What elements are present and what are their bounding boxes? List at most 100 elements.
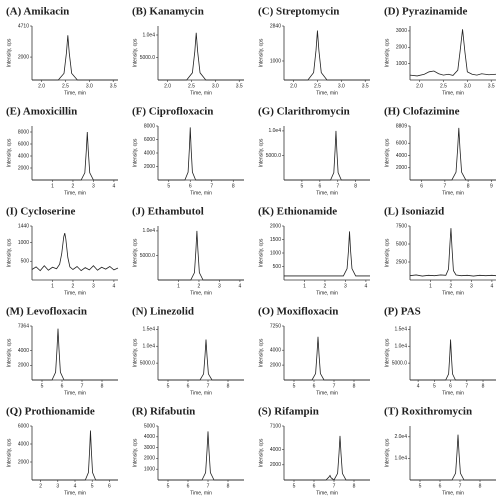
x-tick-label: 4 bbox=[239, 283, 242, 289]
x-axis-label: Time, min bbox=[64, 290, 86, 296]
x-tick-label: 1 bbox=[51, 283, 54, 289]
x-tick-label: 2.0 bbox=[290, 83, 297, 89]
x-tick-label: 4 bbox=[491, 283, 494, 289]
y-tick-label: 1.0e4 bbox=[394, 344, 407, 350]
y-axis-label: Intensity, cps bbox=[6, 338, 12, 367]
panel-title: (C) Streptomycin bbox=[258, 6, 339, 18]
y-tick-label: 3000 bbox=[144, 445, 155, 451]
y-tick-label: 1000 bbox=[396, 61, 407, 67]
y-tick-label: 1000 bbox=[144, 467, 155, 473]
panel-title: (N) Linezolid bbox=[132, 306, 194, 318]
y-tick-label: 8000 bbox=[144, 123, 155, 129]
y-tick-label: 2000 bbox=[18, 54, 29, 60]
y-tick-label: 4000 bbox=[144, 150, 155, 156]
x-tick-label: 6 bbox=[108, 483, 111, 489]
x-tick-label: 3.5 bbox=[110, 83, 117, 89]
x-axis-label: Time, min bbox=[442, 90, 464, 96]
x-axis-label: Time, min bbox=[316, 490, 338, 496]
x-tick-label: 5 bbox=[419, 483, 422, 489]
y-axis-label: Intensity, cps bbox=[384, 238, 390, 267]
y-tick-label: 8000 bbox=[18, 129, 29, 135]
x-tick-label: 8 bbox=[482, 383, 485, 389]
y-tick-label: 2000 bbox=[270, 223, 281, 229]
y-tick-label: 5000 bbox=[396, 241, 407, 247]
x-tick-label: 2 bbox=[450, 283, 453, 289]
x-tick-label: 6 bbox=[189, 183, 192, 189]
y-tick-label: 7250 bbox=[270, 323, 281, 329]
chromatogram-line bbox=[158, 431, 244, 481]
x-axis-label: Time, min bbox=[442, 190, 464, 196]
panel-title: (H) Clofazimine bbox=[384, 106, 460, 118]
chromatogram-line bbox=[32, 328, 118, 381]
y-tick-label: 1.5e4 bbox=[142, 327, 155, 333]
y-tick-label: 2840 bbox=[270, 23, 281, 29]
x-axis-label: Time, min bbox=[64, 190, 86, 196]
y-axis-label: Intensity, cps bbox=[6, 238, 12, 267]
x-tick-label: 6 bbox=[187, 483, 190, 489]
y-tick-label: 1.0e4 bbox=[142, 344, 155, 350]
x-axis-label: Time, min bbox=[64, 390, 86, 396]
y-axis-label: Intensity, cps bbox=[384, 438, 390, 467]
x-tick-label: 1 bbox=[303, 283, 306, 289]
chromatogram-line bbox=[284, 435, 370, 481]
x-tick-label: 3.5 bbox=[488, 83, 495, 89]
y-tick-label: 1.0e4 bbox=[268, 128, 281, 134]
x-tick-label: 3.0 bbox=[86, 83, 93, 89]
y-tick-label: 6000 bbox=[18, 423, 29, 429]
panel-title: (J) Ethambutol bbox=[132, 206, 204, 218]
chromatogram-line bbox=[31, 233, 119, 272]
x-tick-label: 7 bbox=[333, 383, 336, 389]
x-axis-label: Time, min bbox=[64, 490, 86, 496]
x-tick-label: 4 bbox=[417, 383, 420, 389]
x-tick-label: 1 bbox=[51, 183, 54, 189]
x-tick-label: 3 bbox=[92, 283, 95, 289]
x-axis-label: Time, min bbox=[316, 290, 338, 296]
y-tick-label: 4000 bbox=[270, 447, 281, 453]
x-tick-label: 2 bbox=[198, 283, 201, 289]
x-tick-label: 3 bbox=[344, 283, 347, 289]
x-tick-label: 4 bbox=[113, 183, 116, 189]
x-tick-label: 8 bbox=[101, 383, 104, 389]
y-tick-label: 6000 bbox=[18, 141, 29, 147]
y-axis-label: Intensity, cps bbox=[258, 138, 264, 167]
x-tick-label: 7 bbox=[443, 183, 446, 189]
y-tick-label: 1.0e4 bbox=[142, 228, 155, 234]
x-tick-label: 2.5 bbox=[314, 83, 321, 89]
y-tick-label: 5000.0 bbox=[140, 253, 156, 259]
y-tick-label: 3000 bbox=[396, 28, 407, 34]
x-tick-label: 4 bbox=[74, 483, 77, 489]
y-tick-label: 2000 bbox=[144, 456, 155, 462]
chromatogram-line bbox=[284, 336, 370, 381]
x-tick-label: 8 bbox=[354, 183, 357, 189]
y-axis-label: Intensity, cps bbox=[132, 238, 138, 267]
panel-title: (B) Kanamycin bbox=[132, 6, 204, 18]
x-axis-label: Time, min bbox=[190, 190, 212, 196]
x-tick-label: 2.0 bbox=[38, 83, 45, 89]
y-tick-label: 5000.0 bbox=[140, 360, 156, 366]
x-tick-label: 3 bbox=[56, 483, 59, 489]
chromatogram-line bbox=[32, 430, 118, 481]
x-tick-label: 7 bbox=[459, 483, 462, 489]
x-tick-label: 7 bbox=[207, 483, 210, 489]
x-tick-label: 5 bbox=[433, 383, 436, 389]
chromatogram-line bbox=[410, 339, 496, 381]
chromatogram-line bbox=[158, 339, 244, 381]
x-axis-label: Time, min bbox=[190, 390, 212, 396]
y-tick-label: 4000 bbox=[18, 153, 29, 159]
y-axis-label: Intensity, cps bbox=[384, 338, 390, 367]
y-tick-label: 7500 bbox=[396, 223, 407, 229]
chromatogram-line bbox=[410, 434, 496, 481]
y-tick-label: 2.0e4 bbox=[394, 434, 407, 440]
x-tick-label: 4 bbox=[113, 283, 116, 289]
x-tick-label: 2 bbox=[72, 283, 75, 289]
y-axis-label: Intensity, cps bbox=[258, 438, 264, 467]
x-tick-label: 3.5 bbox=[236, 83, 243, 89]
x-axis-label: Time, min bbox=[442, 490, 464, 496]
x-tick-label: 8 bbox=[232, 183, 235, 189]
y-tick-label: 500 bbox=[273, 264, 282, 270]
y-tick-label: 1000 bbox=[18, 240, 29, 246]
panel-title: (G) Clarithromycin bbox=[258, 106, 350, 118]
y-axis-label: Intensity, cps bbox=[132, 338, 138, 367]
panel-title: (S) Rifampin bbox=[258, 406, 319, 418]
x-tick-label: 6 bbox=[318, 183, 321, 189]
